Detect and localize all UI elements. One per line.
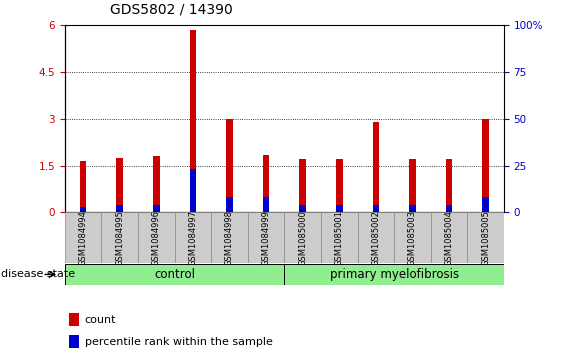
Bar <box>65 264 284 285</box>
Text: GSM1085005: GSM1085005 <box>481 210 490 266</box>
Text: primary myelofibrosis: primary myelofibrosis <box>329 268 459 281</box>
Bar <box>248 212 284 263</box>
Bar <box>467 212 504 263</box>
Bar <box>431 212 467 263</box>
Text: GSM1084996: GSM1084996 <box>152 210 160 266</box>
Bar <box>80 161 86 212</box>
Bar <box>153 156 159 212</box>
Bar <box>336 205 342 212</box>
Bar <box>69 313 79 326</box>
Text: GSM1084998: GSM1084998 <box>225 210 234 266</box>
Bar <box>321 212 358 263</box>
Bar <box>482 119 489 212</box>
Text: GDS5802 / 14390: GDS5802 / 14390 <box>110 2 233 16</box>
Bar <box>446 159 452 212</box>
Text: GSM1085001: GSM1085001 <box>335 210 343 266</box>
Bar <box>446 205 452 212</box>
Bar <box>117 158 123 212</box>
Bar <box>101 212 138 263</box>
Text: GSM1085004: GSM1085004 <box>445 210 453 266</box>
Text: GSM1085000: GSM1085000 <box>298 210 307 266</box>
Bar <box>117 205 123 212</box>
Text: percentile rank within the sample: percentile rank within the sample <box>84 337 272 347</box>
Bar <box>226 119 233 212</box>
Bar <box>336 159 342 212</box>
Bar <box>190 170 196 212</box>
Bar <box>65 212 101 263</box>
Bar <box>284 212 321 263</box>
Bar <box>69 335 79 348</box>
Text: GSM1084995: GSM1084995 <box>115 210 124 266</box>
Text: GSM1084999: GSM1084999 <box>262 210 270 266</box>
Text: disease state: disease state <box>1 269 75 280</box>
Bar <box>373 122 379 212</box>
Bar <box>300 159 306 212</box>
Bar <box>175 212 211 263</box>
Bar <box>409 205 415 212</box>
Text: GSM1084994: GSM1084994 <box>79 210 87 266</box>
Bar <box>226 197 233 212</box>
Bar <box>80 207 86 212</box>
Text: GSM1085002: GSM1085002 <box>372 210 380 266</box>
Bar <box>138 212 175 263</box>
Bar <box>211 212 248 263</box>
Bar <box>300 205 306 212</box>
Text: GSM1085003: GSM1085003 <box>408 210 417 266</box>
Bar <box>394 212 431 263</box>
Text: control: control <box>154 268 195 281</box>
Text: count: count <box>84 315 116 325</box>
Bar <box>284 264 504 285</box>
Bar <box>373 205 379 212</box>
Bar <box>190 30 196 212</box>
Bar <box>409 159 415 212</box>
Bar <box>263 197 269 212</box>
Bar <box>153 205 159 212</box>
Bar <box>263 155 269 212</box>
Bar <box>482 197 489 212</box>
Text: GSM1084997: GSM1084997 <box>189 210 197 266</box>
Bar <box>358 212 394 263</box>
